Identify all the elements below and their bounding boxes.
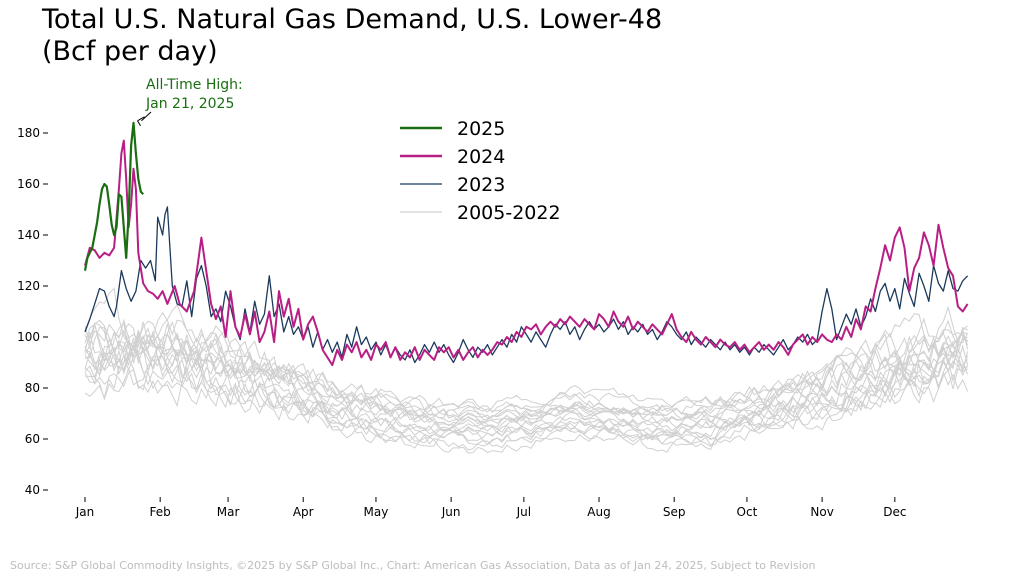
x-tick-label: Feb: [150, 505, 171, 519]
historical-year-line: [84, 358, 968, 447]
x-axis: Jan Feb Mar Apr May Jun Jul Aug Sep Oct Nov Dec: [75, 497, 906, 519]
historical-year-line: [84, 331, 968, 442]
x-tick-label: Jun: [441, 505, 461, 519]
y-axis: 40 60 80 100 120 140 160 180: [17, 126, 48, 497]
annotation-arrow-head: [137, 116, 145, 127]
legend-label: 2005-2022: [457, 202, 561, 224]
x-tick-label: Dec: [883, 505, 906, 519]
historical-year-line: [84, 334, 969, 428]
chart-title-line2: (Bcf per day): [42, 36, 218, 67]
historical-year-line: [84, 323, 968, 413]
y-tick-label: 120: [17, 279, 40, 293]
series-line-2024: [84, 139, 969, 367]
historical-year-line: [84, 327, 968, 420]
x-tick-label: Sep: [663, 505, 686, 519]
all-time-high-annotation: All-Time High: Jan 21, 2025: [137, 77, 243, 127]
historical-year-line: [84, 348, 969, 440]
historical-year-line: [84, 323, 968, 424]
source-note: Source: S&P Global Commodity Insights, ©…: [10, 559, 816, 572]
y-tick-label: 60: [25, 432, 40, 446]
historical-year-line: [84, 344, 969, 439]
chart-title-line1: Total U.S. Natural Gas Demand, U.S. Lowe…: [42, 4, 663, 35]
series-line-2025: [83, 121, 145, 271]
legend-label: 2023: [457, 174, 505, 196]
y-tick-label: 40: [25, 483, 40, 497]
historical-year-line: [84, 318, 968, 419]
x-tick-label: Jan: [75, 505, 95, 519]
legend-label: 2025: [457, 118, 505, 140]
y-tick-label: 160: [17, 177, 40, 191]
y-tick-label: 180: [17, 126, 40, 140]
x-tick-label: Aug: [587, 505, 610, 519]
y-tick-label: 100: [17, 330, 40, 344]
legend: 2025 2024 2023 2005-2022: [400, 118, 561, 224]
chart-title: Total U.S. Natural Gas Demand, U.S. Lowe…: [42, 4, 662, 68]
x-tick-label: Mar: [217, 505, 240, 519]
series-line-2023: [84, 206, 969, 364]
annotation-text-line1: All-Time High:: [146, 77, 243, 93]
x-tick-label: Jul: [516, 505, 531, 519]
y-tick-label: 140: [17, 228, 40, 242]
x-tick-label: Oct: [737, 505, 758, 519]
background-series-lines: [84, 287, 969, 454]
x-tick-label: Apr: [293, 505, 314, 519]
historical-year-line: [84, 348, 968, 451]
y-tick-label: 80: [25, 381, 40, 395]
historical-year-line: [84, 287, 969, 421]
x-tick-label: Nov: [810, 505, 833, 519]
highlight-series-lines: [83, 121, 969, 367]
historical-year-line: [84, 311, 968, 414]
legend-label: 2024: [457, 146, 505, 168]
annotation-text-line2: Jan 21, 2025: [145, 96, 234, 112]
x-tick-label: May: [364, 505, 389, 519]
annotation-arrow-line: [141, 111, 152, 122]
